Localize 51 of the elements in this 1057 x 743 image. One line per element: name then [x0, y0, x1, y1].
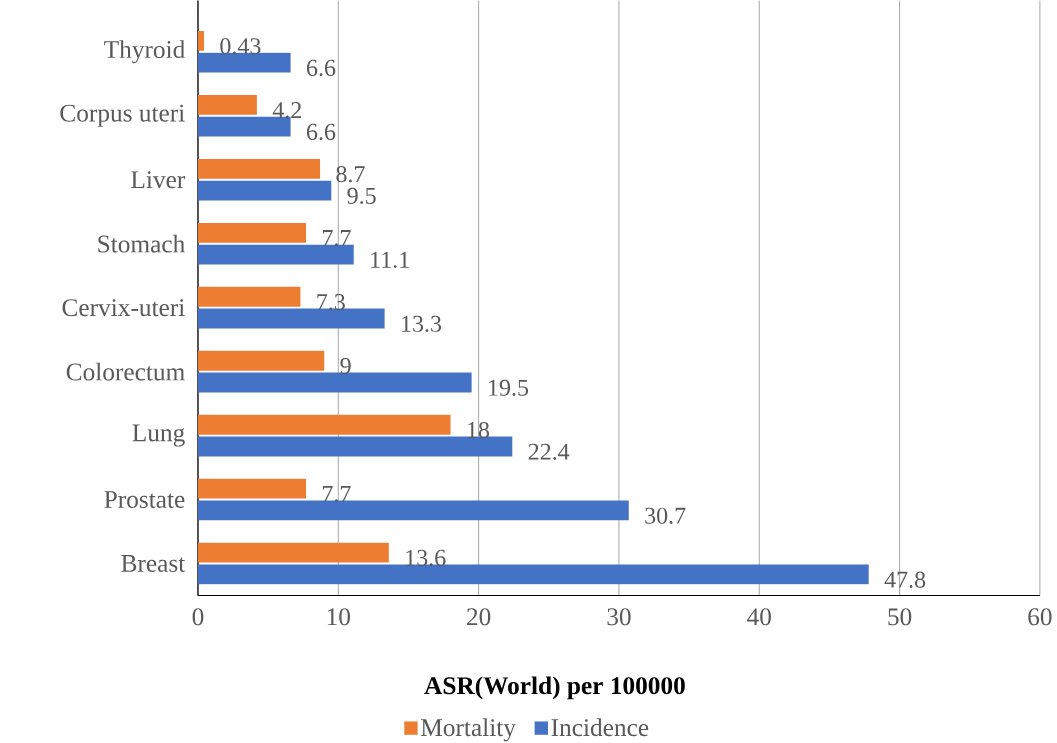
y-tick-label: Thyroid	[104, 40, 185, 64]
x-tick-label: 30	[607, 608, 631, 626]
y-tick-label: Breast	[121, 555, 186, 572]
data-label: 47.8	[884, 571, 926, 588]
bar	[197, 414, 451, 435]
bar	[197, 542, 389, 563]
x-tick-label: 60	[1028, 608, 1052, 626]
data-label: 11.1	[371, 251, 409, 268]
x-tick-label: 50	[888, 608, 912, 626]
data-label: 7.7	[323, 485, 351, 502]
data-label: 0.43	[220, 37, 261, 55]
legend-label: Mortality	[421, 718, 516, 742]
bar	[197, 308, 385, 329]
y-tick-label: Lung	[132, 424, 185, 447]
data-label: 6.6	[307, 59, 336, 76]
bar	[197, 180, 332, 201]
bar	[197, 500, 629, 521]
data-label: 9	[340, 357, 351, 375]
data-label: 13.3	[402, 315, 442, 332]
bar	[197, 478, 307, 499]
y-tick-label: Liver	[131, 171, 186, 189]
y-tick-label: Cervix-uteri	[62, 299, 185, 317]
y-tick-label: Colorectum	[66, 362, 185, 381]
data-label: 19.5	[489, 379, 529, 396]
data-label: 18	[468, 421, 490, 439]
bar	[197, 350, 325, 371]
x-tick-label: 20	[467, 608, 491, 626]
y-tick-label: Stomach	[98, 234, 185, 253]
legend-label: Incidence	[551, 718, 649, 737]
data-label: 6.6	[307, 123, 336, 140]
x-tick-label: 10	[327, 608, 350, 626]
y-tick-label: Prostate	[104, 491, 185, 508]
bar	[197, 94, 257, 115]
y-tick-label: Corpus uteri	[60, 104, 185, 127]
data-label: 8.7	[336, 165, 365, 183]
x-axis-title: ASR(World) per 100000	[424, 676, 685, 700]
x-tick-label: 40	[747, 608, 771, 626]
data-label: 30.7	[645, 507, 686, 524]
bar	[197, 30, 205, 51]
bar	[197, 222, 307, 243]
bar	[197, 286, 301, 307]
bar	[197, 158, 321, 179]
data-label: 7.7	[323, 229, 351, 247]
data-label: 22.4	[528, 443, 570, 460]
data-label: 9.5	[347, 187, 376, 204]
bar	[197, 564, 869, 585]
x-tick-label: 0	[192, 608, 204, 626]
data-label: 4.2	[272, 101, 301, 119]
data-label: 13.6	[406, 549, 446, 566]
data-label: 7.3	[317, 293, 345, 311]
bar	[197, 244, 354, 265]
